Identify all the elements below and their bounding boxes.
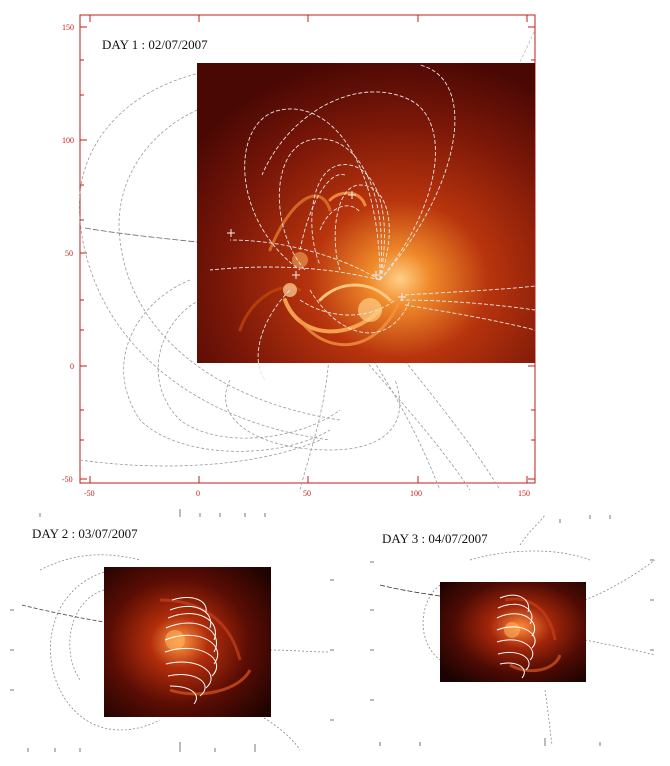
day2-panel [10,509,334,752]
day2-outer-field-lines [21,554,331,751]
day1-y-tick-label: 150 [62,23,74,32]
day1-panel: -50 0 50 100 150 150 100 50 0 -50 [62,14,536,498]
day1-x-tick-labels: -50 0 50 100 150 [84,489,530,498]
day1-field-lines [209,64,536,381]
day1-x-ticks [89,15,528,483]
day1-bright-loops [238,191,402,347]
day3-outer-field-lines [379,514,656,746]
day2-solar-image [104,567,271,717]
day1-y-tick-label: 0 [70,362,74,371]
day1-x-tick-label: -50 [84,489,95,498]
day1-x-tick-label: 150 [518,489,530,498]
day1-y-tick-label: 50 [65,249,73,258]
day3-panel [370,514,656,746]
day1-y-tick-labels: 150 100 50 0 -50 [62,23,74,484]
day1-y-tick-label: -50 [62,475,73,484]
day1-y-tick-label: 100 [62,136,74,145]
day3-bright-loops [504,597,562,673]
day1-title: DAY 1 : 02/07/2007 [102,37,208,52]
day2-bright-loops [159,598,252,696]
day3-field-lines [496,594,536,679]
day1-markers [227,191,406,301]
day1-x-tick-label: 50 [303,489,311,498]
day2-title: DAY 2 : 03/07/2007 [32,526,138,541]
day1-x-tick-label: 0 [196,489,200,498]
day3-title: DAY 3 : 04/07/2007 [382,531,488,546]
day2-axis-ticks [10,509,334,752]
day3-axis-ticks [370,515,654,746]
day2-field-lines [164,597,219,705]
day1-x-tick-label: 100 [410,489,422,498]
